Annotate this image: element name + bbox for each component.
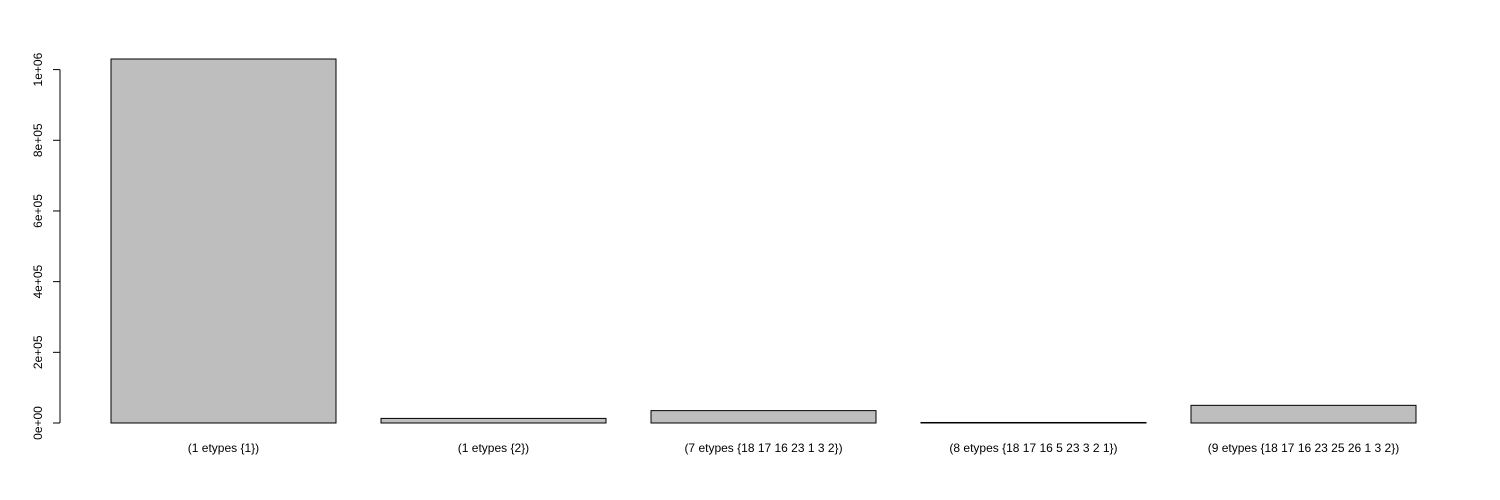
y-tick-label: 8e+05 [31,123,45,157]
y-tick-label: 4e+05 [31,264,45,298]
y-tick-label: 2e+05 [31,335,45,369]
x-axis-labels: (1 etypes {1}) (1 etypes {2}) (7 etypes {1… [188,441,1399,455]
y-tick-label: 1e+06 [31,52,45,86]
x-tick-label: (1 etypes {1}) [188,441,259,455]
bar [650,410,877,424]
x-tick-label: (9 etypes {18 17 16 23 25 26 1 3 2}) [1208,441,1399,455]
y-tick-label: 6e+05 [31,194,45,228]
y-tick-label: 0e+00 [31,406,45,440]
y-axis: 0e+00 2e+05 4e+05 6e+05 8e+05 1e+06 [31,52,61,440]
x-tick-label: (1 etypes {2}) [458,441,529,455]
bar [920,421,1147,424]
x-tick-label: (7 etypes {18 17 16 23 1 3 2}) [684,441,842,455]
bar [110,58,337,424]
bar [380,417,607,424]
bars [110,58,1417,424]
bar [1190,404,1417,424]
x-tick-label: (8 etypes {18 17 16 5 23 3 2 1}) [949,441,1117,455]
